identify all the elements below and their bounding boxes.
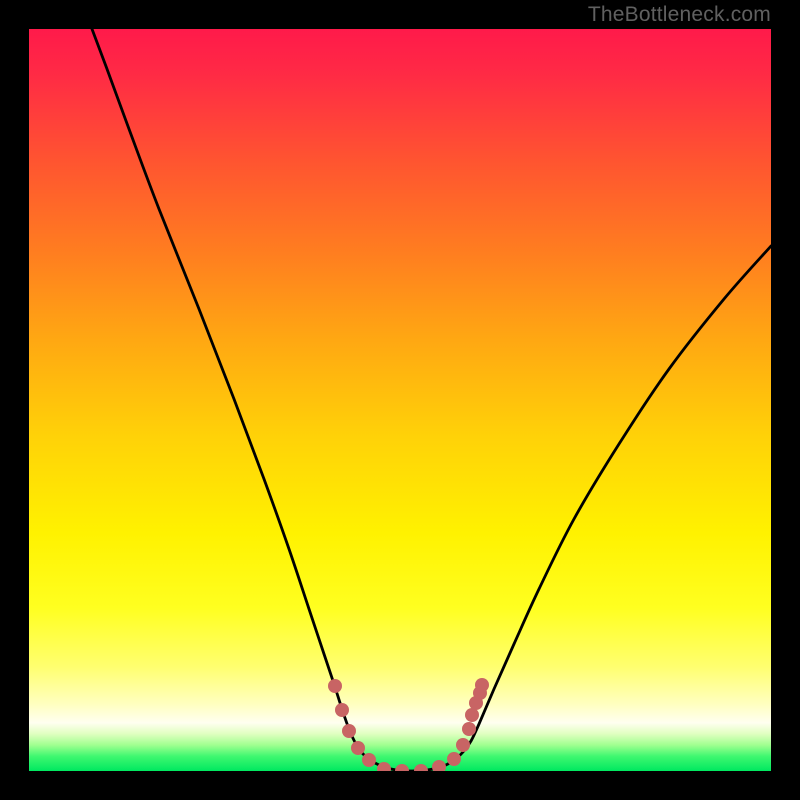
- data-marker: [342, 724, 356, 738]
- data-marker: [351, 741, 365, 755]
- data-marker: [456, 738, 470, 752]
- data-marker: [475, 678, 489, 692]
- outer-frame: TheBottleneck.com: [0, 0, 800, 800]
- data-marker: [335, 703, 349, 717]
- plot-area: [29, 29, 771, 771]
- data-marker: [362, 753, 376, 767]
- bottleneck-chart: [29, 29, 771, 771]
- data-marker: [465, 708, 479, 722]
- data-marker: [328, 679, 342, 693]
- data-marker: [447, 752, 461, 766]
- heat-gradient-background: [29, 29, 771, 771]
- data-marker: [462, 722, 476, 736]
- watermark-text: TheBottleneck.com: [588, 3, 771, 27]
